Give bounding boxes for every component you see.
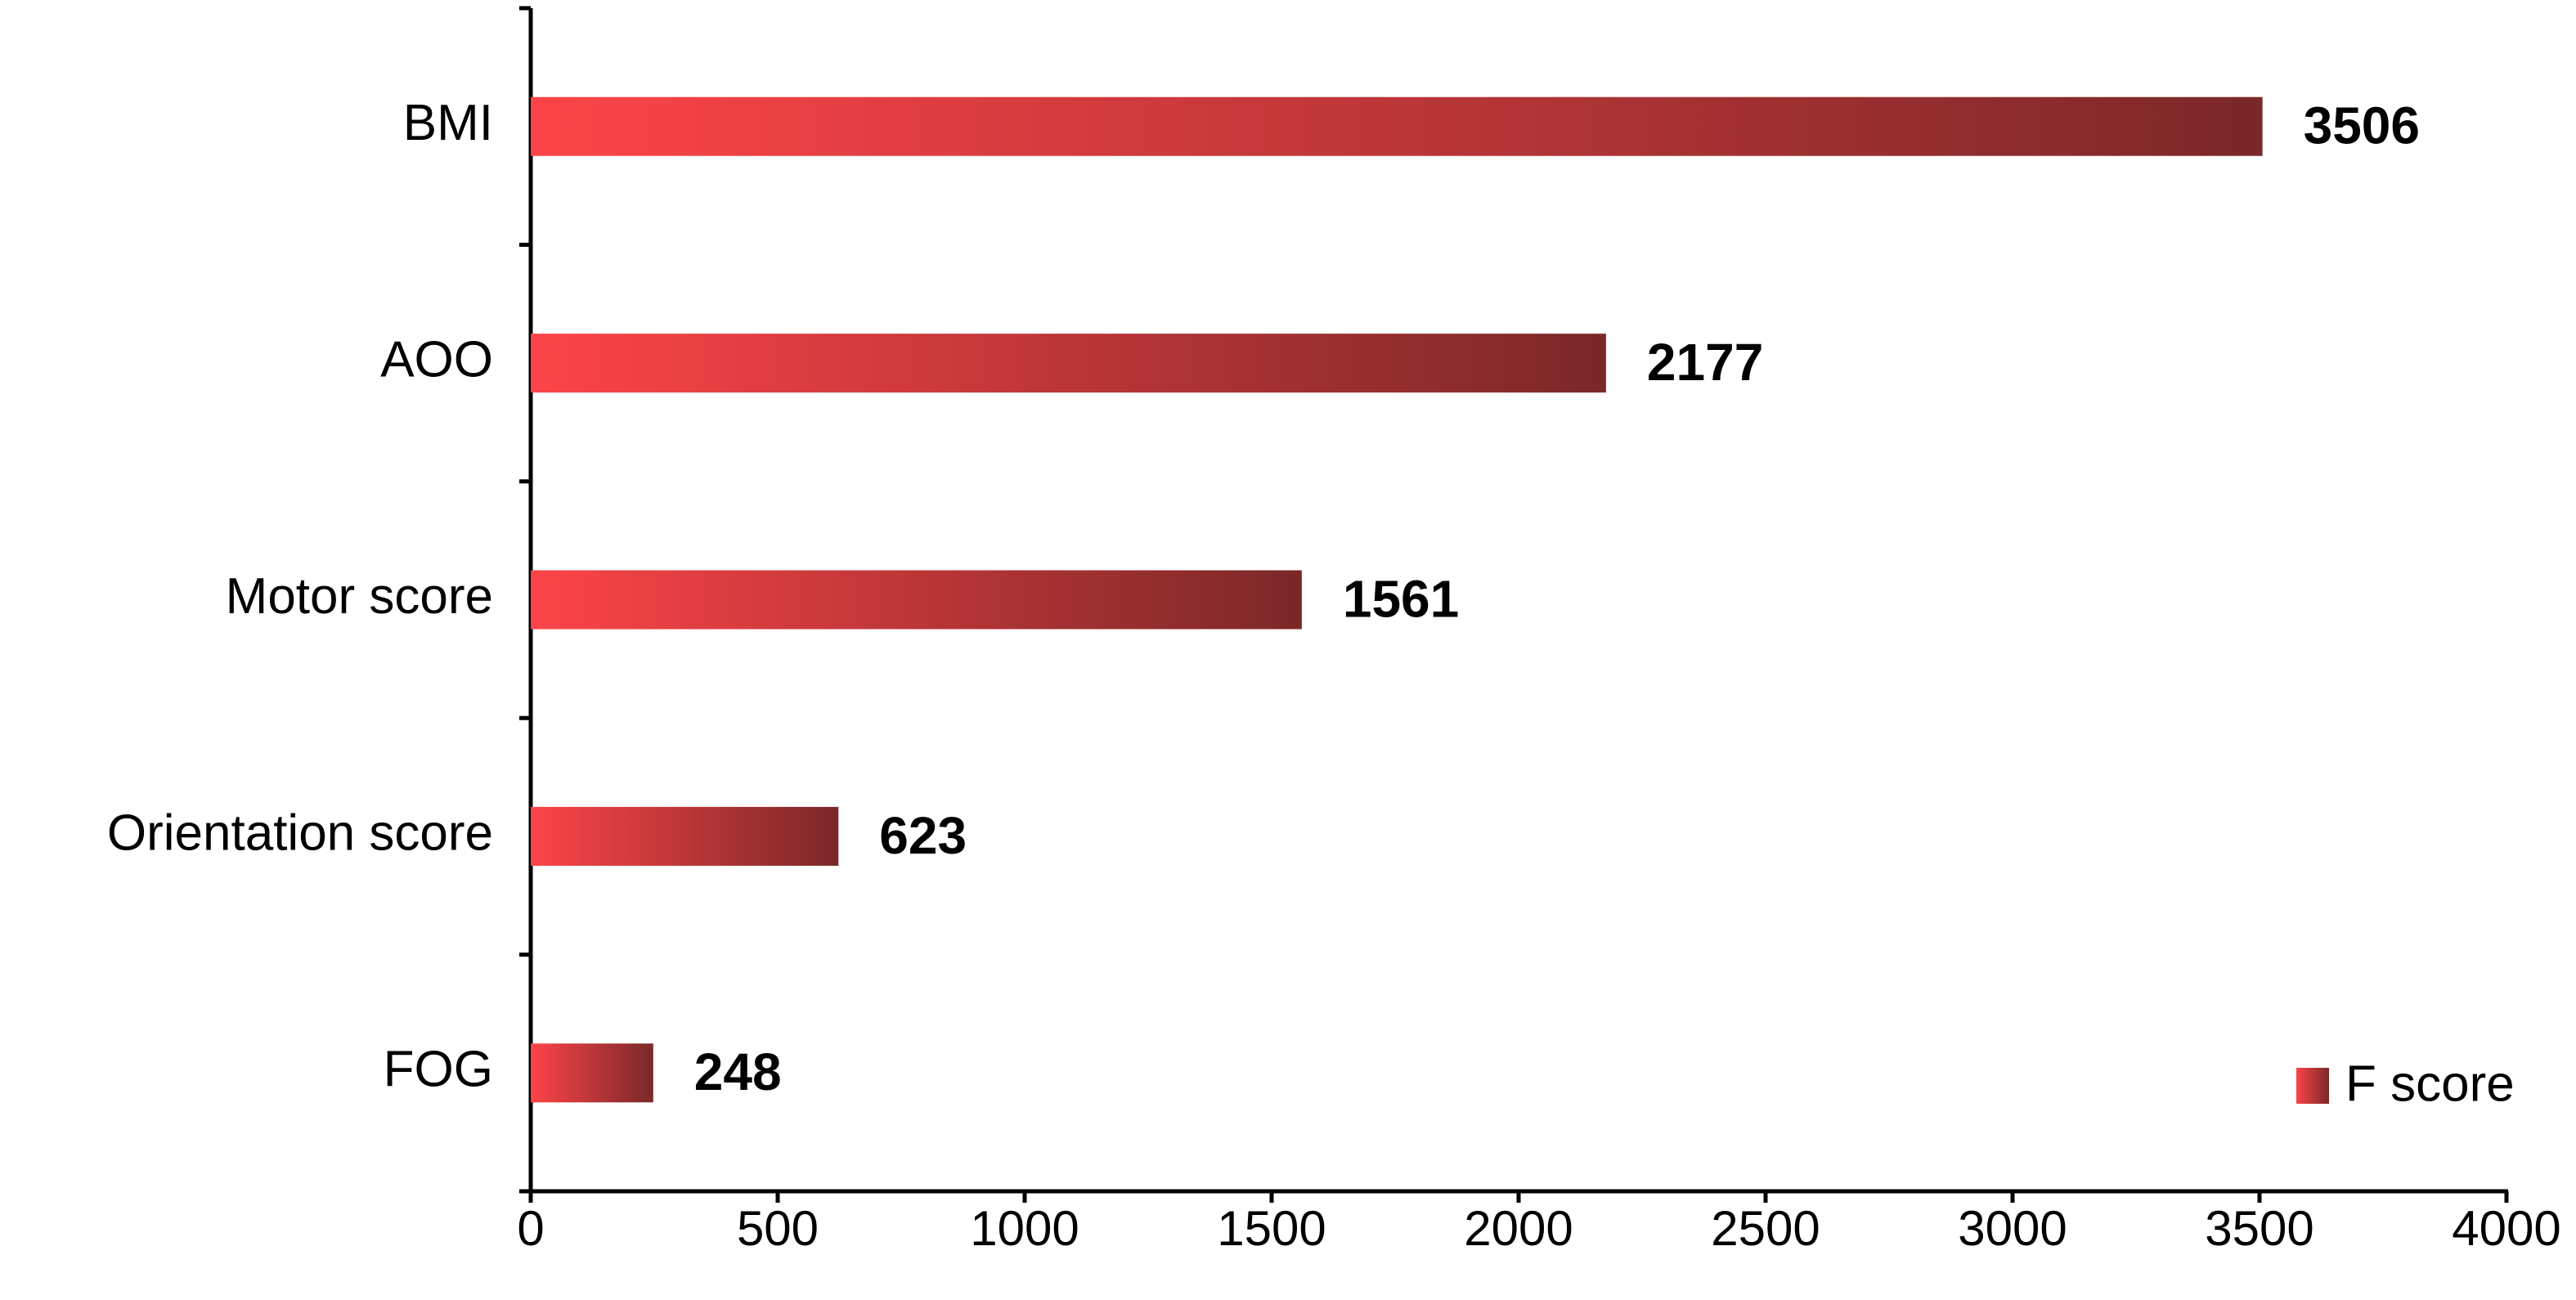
y-tick-label: AOO: [380, 331, 493, 388]
x-tick-label: 0: [517, 1201, 544, 1256]
value-label: 248: [694, 1042, 782, 1101]
x-tick-label: 2500: [1711, 1201, 1820, 1256]
bar: [531, 806, 839, 866]
x-tick-label: 4000: [2452, 1201, 2560, 1256]
value-label: 2177: [1647, 333, 1763, 392]
x-tick-label: 1500: [1217, 1201, 1326, 1256]
x-tick-label: 3500: [2205, 1201, 2313, 1256]
x-tick-label: 2000: [1464, 1201, 1573, 1256]
y-tick-label: BMI: [403, 95, 493, 151]
value-label: 3506: [2304, 96, 2420, 155]
bar: [531, 96, 2263, 156]
legend-swatch: [2296, 1068, 2329, 1104]
value-label: 1561: [1343, 569, 1459, 628]
y-tick-label: FOG: [384, 1042, 493, 1098]
bar: [531, 570, 1302, 630]
legend-label: F score: [2345, 1056, 2515, 1112]
y-tick-label: Orientation score: [107, 805, 493, 861]
x-tick-label: 1000: [970, 1201, 1079, 1256]
x-tick-label: 500: [737, 1201, 819, 1256]
value-label: 623: [879, 806, 967, 865]
y-tick-label: Motor score: [226, 568, 493, 625]
bar: [531, 1043, 653, 1103]
x-tick-label: 3000: [1958, 1201, 2067, 1256]
bar: [531, 334, 1606, 393]
